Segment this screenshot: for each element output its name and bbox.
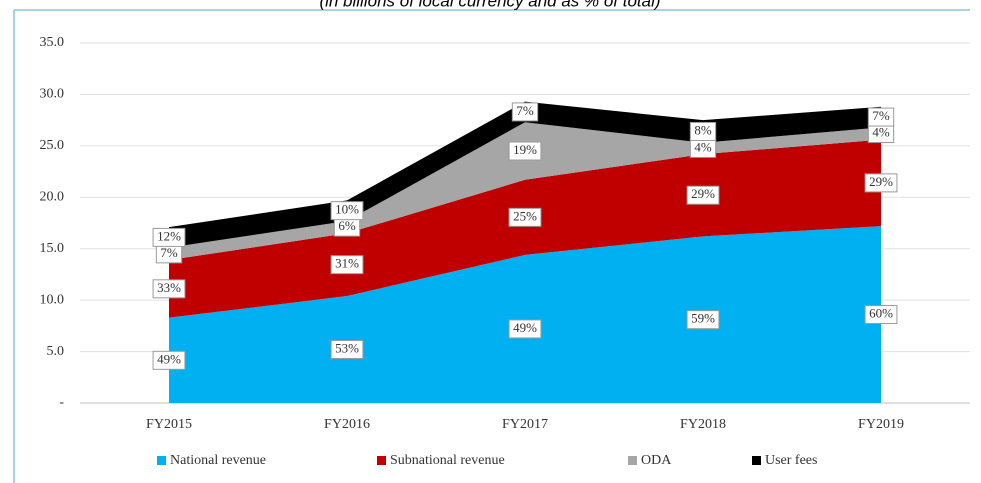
legend-swatch [752, 456, 761, 465]
data-label-text: 59% [691, 311, 715, 326]
x-tick-label: FY2015 [146, 417, 192, 432]
legend-label: ODA [641, 453, 672, 468]
data-label: 4% [867, 124, 895, 144]
data-label: 7% [155, 244, 183, 264]
x-tick-label: FY2016 [324, 417, 370, 432]
data-label-box [686, 310, 720, 330]
data-label-text: 60% [869, 306, 893, 321]
legend-label: Subnational revenue [390, 453, 505, 468]
data-label-text: 49% [157, 351, 181, 366]
data-label: 6% [333, 217, 361, 237]
data-label-text: 53% [335, 340, 359, 355]
y-tick-label: 20.0 [40, 190, 65, 205]
data-label: 29% [864, 173, 898, 193]
x-tick-label: FY2017 [502, 417, 548, 432]
data-label: 10% [330, 201, 364, 221]
data-label-text: 49% [513, 320, 537, 335]
data-label-box [152, 227, 186, 247]
data-label: 7% [511, 102, 539, 122]
data-label: 25% [508, 207, 542, 227]
x-tick-label: FY2018 [680, 417, 726, 432]
y-tick-label: 25.0 [40, 138, 65, 153]
data-label-text: 4% [872, 124, 890, 139]
data-label: 4% [689, 138, 717, 158]
data-label-box [330, 201, 364, 221]
data-label: 19% [508, 141, 542, 161]
data-label-text: 19% [513, 142, 537, 157]
data-label-text: 7% [516, 103, 534, 118]
data-label: 33% [152, 279, 186, 299]
data-label: 7% [867, 107, 895, 127]
y-tick-label: 30.0 [40, 87, 65, 102]
data-label-text: 8% [694, 122, 712, 137]
data-label-text: 29% [869, 174, 893, 189]
data-label: 29% [686, 185, 720, 205]
data-label-text: 31% [335, 256, 359, 271]
data-label: 12% [152, 227, 186, 247]
data-label-text: 6% [338, 218, 356, 233]
legend-label: User fees [765, 453, 817, 468]
data-label-text: 10% [335, 202, 359, 217]
data-label: 60% [864, 305, 898, 325]
data-label-text: 33% [157, 280, 181, 295]
y-tick-label: 15.0 [40, 241, 65, 256]
legend-swatch [157, 456, 166, 465]
data-label-text: 4% [694, 139, 712, 154]
y-tick-label: 10.0 [40, 292, 65, 307]
data-label-text: 12% [157, 228, 181, 243]
data-label-text: 29% [691, 186, 715, 201]
data-label-box [152, 350, 186, 370]
data-label-text: 25% [513, 208, 537, 223]
data-label-text: 7% [872, 108, 890, 123]
data-label-box [864, 173, 898, 193]
legend-swatch [628, 456, 637, 465]
data-label: 49% [508, 319, 542, 339]
legend-label: National revenue [170, 453, 266, 468]
data-label-box [867, 107, 895, 127]
data-label-box [508, 319, 542, 339]
data-label-box [330, 255, 364, 275]
data-label-box [689, 121, 717, 141]
data-label-box [686, 185, 720, 205]
data-label-box [864, 305, 898, 325]
data-label-box [152, 279, 186, 299]
legend-swatch [377, 456, 386, 465]
y-tick-label: 35.0 [40, 35, 65, 50]
data-label: 59% [686, 310, 720, 330]
data-label-box [330, 340, 364, 360]
data-label: 8% [689, 121, 717, 141]
x-tick-label: FY2019 [858, 417, 904, 432]
data-label: 31% [330, 255, 364, 275]
y-tick-label: - [59, 395, 64, 410]
data-label: 53% [330, 340, 364, 360]
data-label: 49% [152, 350, 186, 370]
data-label-box [508, 207, 542, 227]
chart-subtitle: (in billions of local currency and as % … [319, 0, 660, 10]
y-tick-label: 5.0 [47, 344, 65, 359]
data-label-box [508, 141, 542, 161]
data-label-box [511, 102, 539, 122]
data-label-text: 7% [160, 245, 178, 260]
